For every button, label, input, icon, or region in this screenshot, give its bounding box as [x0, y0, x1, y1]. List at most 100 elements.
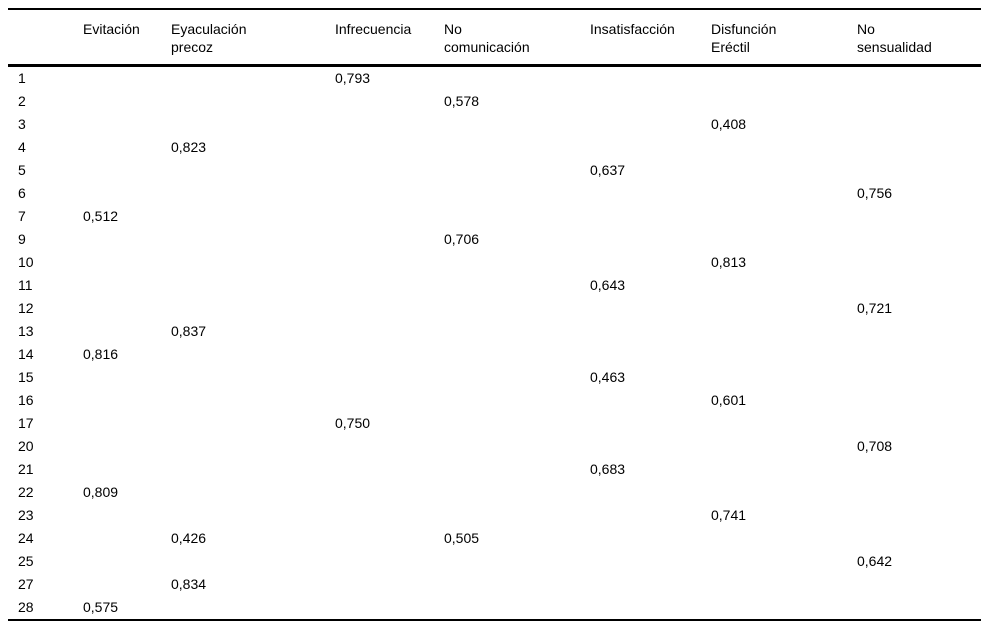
table-row: 28 0,575 [8, 596, 981, 620]
loading-value-cell [171, 90, 335, 113]
loading-value-cell [335, 159, 444, 182]
item-number-cell: 28 [18, 599, 34, 615]
item-number-cell: 9 [18, 231, 26, 247]
loading-value-cell [83, 90, 171, 113]
column-header-evitacion: Evitación [83, 9, 171, 67]
loading-value-cell [83, 66, 171, 91]
loading-value-cell: 0,408 [711, 116, 747, 132]
loading-value-cell [83, 251, 171, 274]
table-row: 1 0,793 [8, 66, 981, 91]
table-row: 27 0,834 [8, 573, 981, 596]
loading-value-cell: 0,463 [590, 369, 626, 385]
loading-value-cell [590, 550, 711, 573]
loading-value-cell [444, 320, 590, 343]
table-row: 25 0,642 [8, 550, 981, 573]
loading-value-cell [444, 136, 590, 159]
loading-value-cell [83, 550, 171, 573]
loading-value-cell [590, 251, 711, 274]
loading-value-cell [335, 320, 444, 343]
loading-value-cell [83, 366, 171, 389]
table-row: 3 0,408 [8, 113, 981, 136]
loading-value-cell [711, 527, 857, 550]
loading-value-cell [444, 458, 590, 481]
table-body: 1 0,793 2 0,578 3 0,408 4 0,823 5 0,637 6 0,756 7 0,5… [8, 66, 981, 621]
loading-value-cell [83, 458, 171, 481]
item-number-cell: 11 [18, 277, 33, 293]
loading-value-cell [83, 159, 171, 182]
loading-value-cell [590, 320, 711, 343]
loading-value-cell: 0,756 [857, 185, 893, 201]
loading-value-cell [444, 343, 590, 366]
item-number-cell: 17 [18, 415, 34, 431]
column-header-eyaculacion: Eyaculación precoz [171, 9, 335, 67]
column-header-infrecuencia: Infrecuencia [335, 9, 444, 67]
loading-value-cell [590, 504, 711, 527]
item-number-cell: 10 [18, 254, 34, 270]
loading-value-cell [590, 136, 711, 159]
loading-value-cell [711, 182, 857, 205]
column-header-disfuncion: Disfunción Eréctil [711, 9, 857, 67]
loading-value-cell [857, 159, 981, 182]
loading-value-cell: 0,578 [444, 93, 480, 109]
loading-value-cell [83, 297, 171, 320]
table-row: 9 0,706 [8, 228, 981, 251]
table-row: 22 0,809 [8, 481, 981, 504]
loading-value-cell [335, 573, 444, 596]
loading-value-cell: 0,708 [857, 438, 893, 454]
loading-value-cell [711, 136, 857, 159]
loading-value-cell: 0,816 [83, 346, 119, 362]
factor-loadings-table: Evitación Eyaculación precoz Infrecuenci… [8, 8, 981, 621]
loading-value-cell [83, 228, 171, 251]
loading-value-cell [335, 251, 444, 274]
table-row: 6 0,756 [8, 182, 981, 205]
loading-value-cell: 0,823 [171, 139, 207, 155]
table-row: 21 0,683 [8, 458, 981, 481]
loading-value-cell [857, 66, 981, 91]
loading-value-cell [171, 412, 335, 435]
loading-value-cell [590, 435, 711, 458]
loading-value-cell [171, 366, 335, 389]
loading-value-cell [335, 343, 444, 366]
loading-value-cell [444, 251, 590, 274]
loading-value-cell [857, 205, 981, 228]
loading-value-cell [83, 504, 171, 527]
loading-value-cell: 0,809 [83, 484, 119, 500]
loading-value-cell [444, 504, 590, 527]
table-row: 12 0,721 [8, 297, 981, 320]
loading-value-cell [171, 550, 335, 573]
table-row: 7 0,512 [8, 205, 981, 228]
item-number-cell: 6 [18, 185, 26, 201]
loading-value-cell [83, 412, 171, 435]
loading-value-cell [83, 527, 171, 550]
loading-value-cell [711, 343, 857, 366]
loading-value-cell: 0,505 [444, 530, 480, 546]
loading-value-cell [590, 527, 711, 550]
loading-value-cell [335, 136, 444, 159]
loading-value-cell [335, 90, 444, 113]
loading-value-cell [590, 573, 711, 596]
loading-value-cell [711, 90, 857, 113]
loading-value-cell [444, 182, 590, 205]
loading-value-cell [857, 274, 981, 297]
loading-value-cell: 0,741 [711, 507, 747, 523]
item-number-cell: 24 [18, 530, 34, 546]
loading-value-cell [857, 596, 981, 620]
loading-value-cell [711, 596, 857, 620]
item-number-cell: 7 [18, 208, 26, 224]
loading-value-cell [171, 343, 335, 366]
loading-value-cell: 0,706 [444, 231, 480, 247]
loading-value-cell [444, 366, 590, 389]
loading-value-cell [444, 66, 590, 91]
loading-value-cell [711, 550, 857, 573]
table-row: 10 0,813 [8, 251, 981, 274]
loading-value-cell [444, 596, 590, 620]
loading-value-cell [857, 228, 981, 251]
loading-value-cell [590, 596, 711, 620]
loading-value-cell [857, 458, 981, 481]
loading-value-cell [83, 573, 171, 596]
loading-value-cell [590, 297, 711, 320]
loading-value-cell [335, 274, 444, 297]
loading-value-cell [335, 113, 444, 136]
loading-value-cell [444, 297, 590, 320]
